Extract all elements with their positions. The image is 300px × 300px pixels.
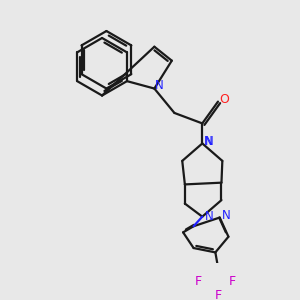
Text: N: N [204,135,213,148]
Text: N: N [222,209,231,222]
Text: F: F [214,290,221,300]
Text: N: N [155,80,164,92]
Text: F: F [229,275,236,288]
Text: O: O [219,93,229,106]
Text: N: N [205,210,214,223]
Text: F: F [194,275,202,288]
Text: N: N [205,135,214,148]
